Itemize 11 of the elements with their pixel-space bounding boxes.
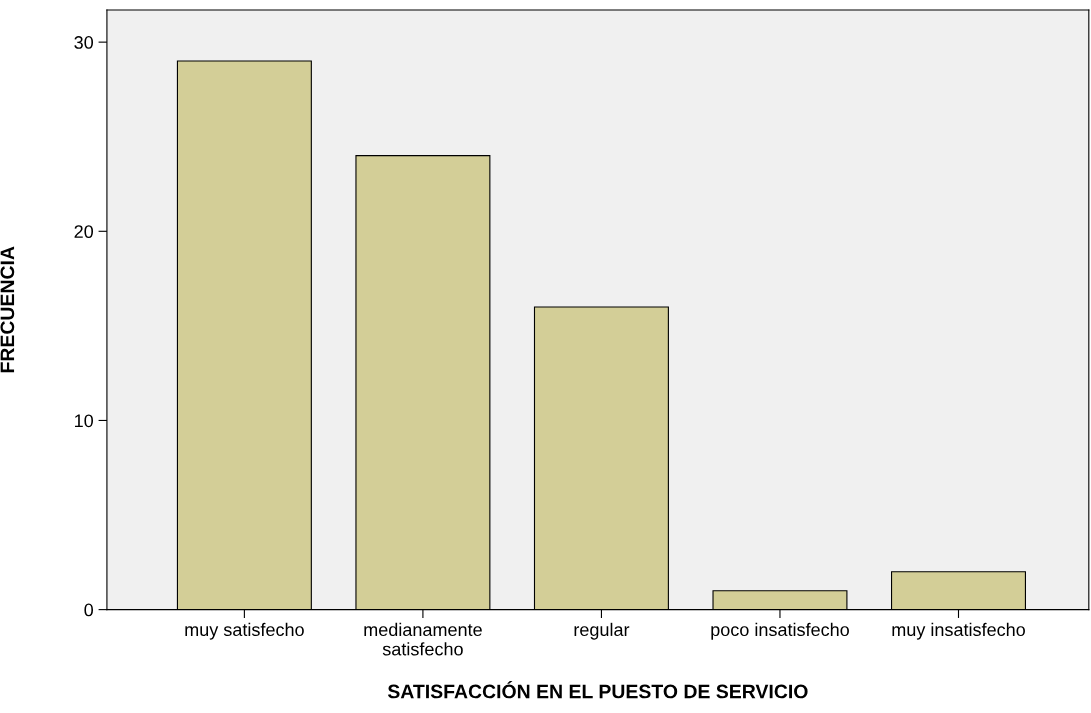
y-tick-label: 10 xyxy=(75,414,94,428)
y-tick-label: 0 xyxy=(84,603,94,617)
x-tick-label: medianamente satisfecho xyxy=(364,622,482,656)
y-tick-label: 30 xyxy=(74,36,94,49)
y-axis-title: FRECUENCIA xyxy=(0,246,15,373)
x-tick-label: muy satisfecho xyxy=(185,622,304,640)
x-tick-label: muy insatisfecho xyxy=(892,622,1025,640)
x-tick-label: regular xyxy=(574,622,630,640)
y-tick-label: 20 xyxy=(74,225,94,239)
x-tick-label: poco insatisfecho xyxy=(711,622,849,640)
x-axis-title: SATISFACCIÓN EN EL PUESTO DE SERVICIO xyxy=(387,680,808,699)
